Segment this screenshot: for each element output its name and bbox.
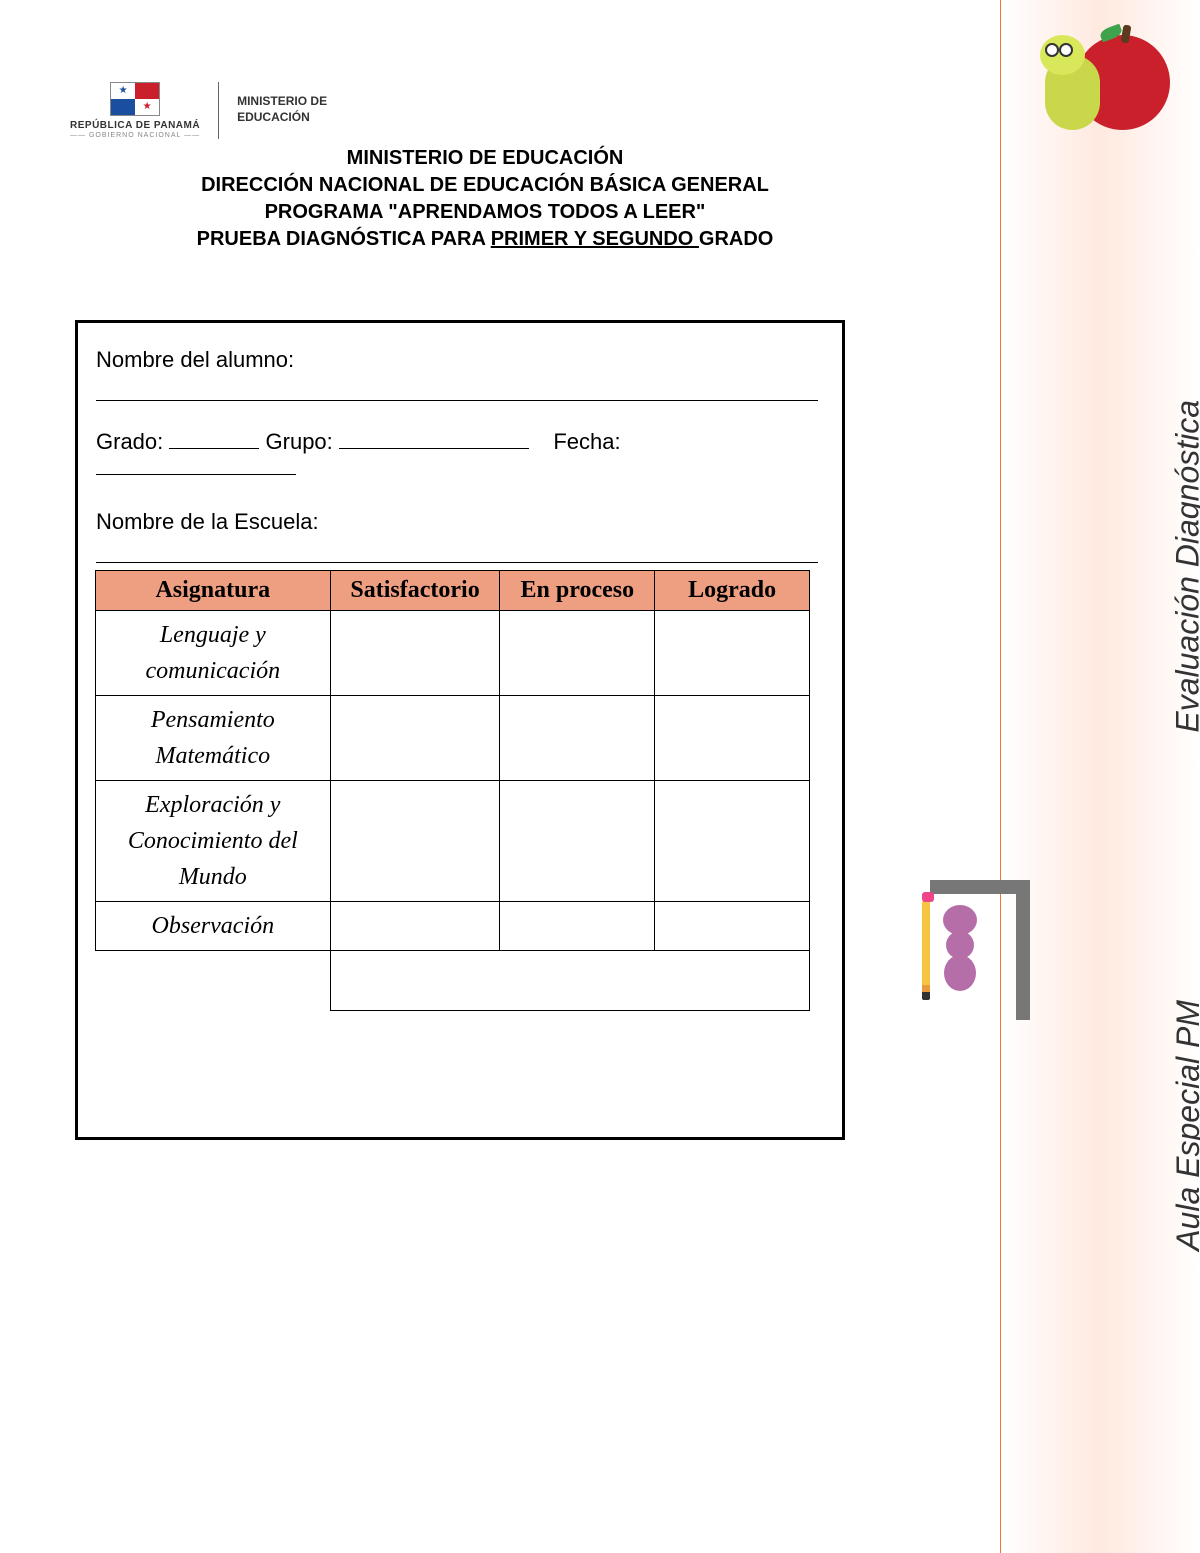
- satisfactory-cell[interactable]: [330, 696, 500, 781]
- table-header-row: Asignatura Satisfactorio En proceso Logr…: [96, 571, 810, 611]
- achieved-cell[interactable]: [655, 611, 810, 696]
- grade-label: Grado:: [96, 429, 163, 454]
- achieved-cell[interactable]: [655, 902, 810, 951]
- col-header-achieved: Logrado: [655, 571, 810, 611]
- subject-cell: Exploración y Conocimiento del Mundo: [96, 781, 331, 902]
- date-label: Fecha:: [553, 429, 620, 454]
- satisfactory-cell[interactable]: [330, 902, 500, 951]
- ministry-name: MINISTERIO DE EDUCACIÓN: [237, 94, 327, 125]
- side-text-evaluacion: Evaluación Diagnóstica: [1170, 400, 1200, 733]
- school-name-blank[interactable]: [96, 539, 818, 563]
- in-process-cell[interactable]: [500, 696, 655, 781]
- footer-cell[interactable]: [330, 951, 809, 1011]
- header-logo-block: ★★ REPÚBLICA DE PANAMÁ —— GOBIERNO NACIO…: [70, 75, 420, 145]
- achieved-cell[interactable]: [655, 781, 810, 902]
- in-process-cell[interactable]: [500, 611, 655, 696]
- apple-worm-icon: [1040, 25, 1170, 155]
- grade-group-date-line: Grado: Grupo: Fecha:: [96, 429, 818, 481]
- in-process-cell[interactable]: [500, 781, 655, 902]
- col-header-satisfactory: Satisfactorio: [330, 571, 500, 611]
- title-line4-underline: PRIMER Y SEGUNDO: [491, 228, 699, 250]
- in-process-cell[interactable]: [500, 902, 655, 951]
- subject-cell: Observación: [96, 902, 331, 951]
- title-line4-post: GRADO: [699, 228, 773, 250]
- panama-flag-icon: ★★: [110, 82, 160, 116]
- satisfactory-cell[interactable]: [330, 611, 500, 696]
- side-text-aula: Aula Especial PM: [1170, 1000, 1200, 1251]
- col-header-in-process: En proceso: [500, 571, 655, 611]
- gov-subtitle: —— GOBIERNO NACIONAL ——: [70, 132, 200, 139]
- title-block: MINISTERIO DE EDUCACIÓN DIRECCIÓN NACION…: [0, 145, 970, 253]
- ministry-line1: MINISTERIO DE: [237, 94, 327, 110]
- table-row: Exploración y Conocimiento del Mundo: [96, 781, 810, 902]
- ministry-line2: EDUCACIÓN: [237, 110, 327, 126]
- student-name-label: Nombre del alumno:: [96, 347, 294, 372]
- achieved-cell[interactable]: [655, 696, 810, 781]
- table-row: Lenguaje y comunicación: [96, 611, 810, 696]
- title-line2: DIRECCIÓN NACIONAL DE EDUCACIÓN BÁSICA G…: [0, 172, 970, 199]
- title-line1: MINISTERIO DE EDUCACIÓN: [0, 145, 970, 172]
- group-label: Grupo:: [266, 429, 333, 454]
- title-line4: PRUEBA DIAGNÓSTICA PARA PRIMER Y SEGUNDO…: [0, 226, 970, 253]
- satisfactory-cell[interactable]: [330, 781, 500, 902]
- table-row: Pensamiento Matemático: [96, 696, 810, 781]
- ant-mascot-icon: [920, 880, 1030, 1030]
- subject-cell: Lenguaje y comunicación: [96, 611, 331, 696]
- table-footer-row: [96, 951, 810, 1011]
- student-name-line: Nombre del alumno:: [96, 347, 818, 401]
- title-line3: PROGRAMA "APRENDAMOS TODOS A LEER": [0, 199, 970, 226]
- subject-cell: Pensamiento Matemático: [96, 696, 331, 781]
- date-blank[interactable]: [96, 457, 296, 475]
- group-blank[interactable]: [339, 431, 529, 449]
- title-line4-pre: PRUEBA DIAGNÓSTICA PARA: [197, 228, 491, 250]
- student-name-blank[interactable]: [96, 377, 818, 401]
- side-band: Evaluación Diagnóstica Aula Especial PM: [1000, 0, 1200, 1553]
- col-header-subject: Asignatura: [96, 571, 331, 611]
- grade-blank[interactable]: [169, 431, 259, 449]
- school-name-line: Nombre de la Escuela:: [96, 509, 818, 563]
- school-name-label: Nombre de la Escuela:: [96, 509, 319, 534]
- page: Evaluación Diagnóstica Aula Especial PM …: [0, 0, 1200, 1553]
- country-name: REPÚBLICA DE PANAMÁ: [70, 120, 200, 131]
- table-row: Observación: [96, 902, 810, 951]
- assessment-table: Asignatura Satisfactorio En proceso Logr…: [95, 570, 810, 1011]
- panama-logo: ★★ REPÚBLICA DE PANAMÁ —— GOBIERNO NACIO…: [70, 82, 219, 139]
